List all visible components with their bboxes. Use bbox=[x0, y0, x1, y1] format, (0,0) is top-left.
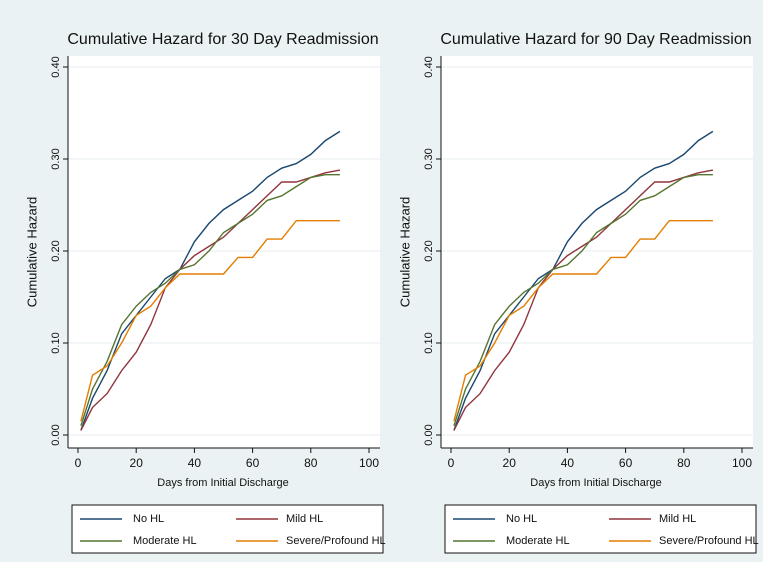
legend-label: Mild HL bbox=[659, 513, 696, 525]
legend-label: Severe/Profound HL bbox=[659, 535, 759, 547]
x-tick-label: 40 bbox=[561, 456, 575, 470]
y-tick-label: 0.40 bbox=[50, 56, 62, 77]
series-line bbox=[80, 130, 341, 431]
y-axis-label: Cumulative Hazard bbox=[24, 197, 39, 308]
legend-label: Severe/Profound HL bbox=[286, 535, 386, 547]
x-tick-label: 80 bbox=[677, 456, 691, 470]
plot-area bbox=[441, 56, 753, 448]
y-tick-label: 0.00 bbox=[50, 424, 62, 445]
y-tick-label: 0.10 bbox=[50, 332, 62, 353]
x-tick-label: 40 bbox=[188, 456, 202, 470]
chart-title: Cumulative Hazard for 90 Day Readmission bbox=[440, 31, 751, 48]
y-tick-label: 0.30 bbox=[50, 148, 62, 169]
x-tick-label: 20 bbox=[130, 456, 144, 470]
x-tick-label: 60 bbox=[246, 456, 260, 470]
series-line bbox=[453, 219, 713, 422]
series-line bbox=[80, 219, 340, 422]
x-tick-label: 20 bbox=[503, 456, 517, 470]
series-line bbox=[453, 130, 714, 431]
y-tick-label: 0.30 bbox=[423, 148, 435, 169]
x-tick-label: 0 bbox=[448, 456, 455, 470]
y-tick-label: 0.20 bbox=[423, 240, 435, 261]
x-tick-label: 100 bbox=[359, 456, 379, 470]
legend-label: Moderate HL bbox=[133, 535, 197, 547]
x-tick-label: 80 bbox=[304, 456, 318, 470]
legend-box bbox=[71, 504, 384, 554]
legend-label: No HL bbox=[133, 513, 164, 525]
y-tick-label: 0.00 bbox=[423, 424, 435, 445]
x-axis-label: Days from Initial Discharge bbox=[530, 477, 661, 489]
x-tick-label: 60 bbox=[619, 456, 633, 470]
legend-label: Mild HL bbox=[286, 513, 323, 525]
y-tick-label: 0.10 bbox=[423, 332, 435, 353]
x-tick-label: 0 bbox=[75, 456, 82, 470]
legend-label: No HL bbox=[506, 513, 537, 525]
legend-label: Moderate HL bbox=[506, 535, 570, 547]
chart-title: Cumulative Hazard for 30 Day Readmission bbox=[67, 31, 378, 48]
plot-area bbox=[68, 56, 380, 448]
y-axis-label: Cumulative Hazard bbox=[397, 197, 412, 308]
series-line bbox=[453, 169, 714, 431]
x-tick-label: 100 bbox=[732, 456, 752, 470]
series-line bbox=[80, 173, 340, 427]
legend-box bbox=[444, 504, 757, 554]
x-axis-label: Days from Initial Discharge bbox=[157, 477, 288, 489]
series-line bbox=[453, 173, 713, 427]
y-tick-label: 0.20 bbox=[50, 240, 62, 261]
y-tick-label: 0.40 bbox=[423, 56, 435, 77]
series-line bbox=[80, 169, 341, 431]
